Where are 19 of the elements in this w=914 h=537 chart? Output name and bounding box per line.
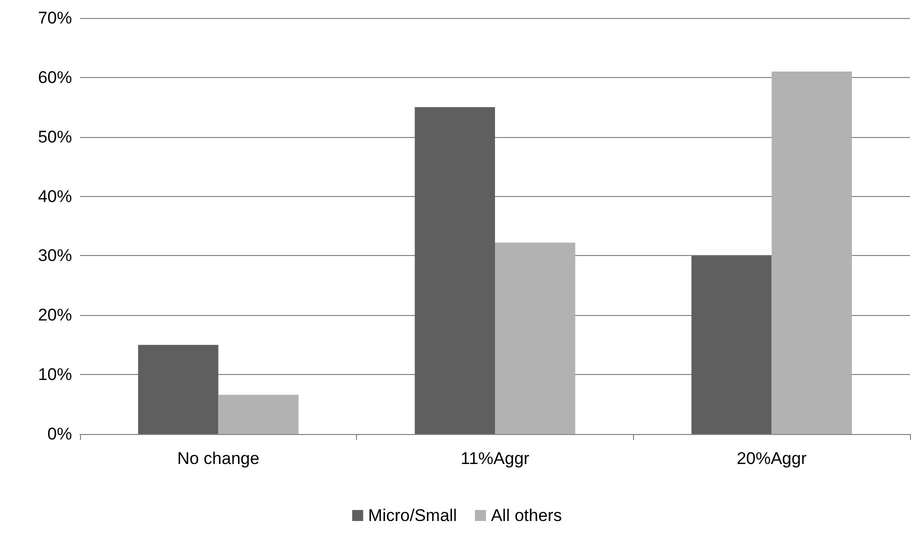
y-tick-label: 30% bbox=[38, 246, 72, 266]
legend-label: All others bbox=[490, 506, 562, 525]
y-tick-label: 20% bbox=[38, 306, 72, 325]
x-tick-label: No change bbox=[177, 449, 260, 468]
bar bbox=[691, 256, 772, 434]
y-tick-label: 60% bbox=[38, 68, 72, 87]
y-tick-label: 10% bbox=[38, 365, 72, 384]
legend-label: Micro/Small bbox=[368, 506, 457, 525]
y-tick-label: 50% bbox=[38, 127, 72, 146]
x-tick-label: 20%Aggr bbox=[736, 449, 807, 468]
y-tick-label: 0% bbox=[47, 424, 72, 444]
x-tick-label: 11%Aggr bbox=[460, 449, 530, 468]
bar bbox=[218, 394, 299, 434]
bar bbox=[495, 242, 576, 434]
bar bbox=[772, 71, 852, 434]
y-tick-label: 70% bbox=[38, 8, 72, 28]
y-tick-label: 40% bbox=[38, 186, 72, 206]
bar bbox=[414, 107, 495, 434]
bar bbox=[138, 344, 218, 434]
